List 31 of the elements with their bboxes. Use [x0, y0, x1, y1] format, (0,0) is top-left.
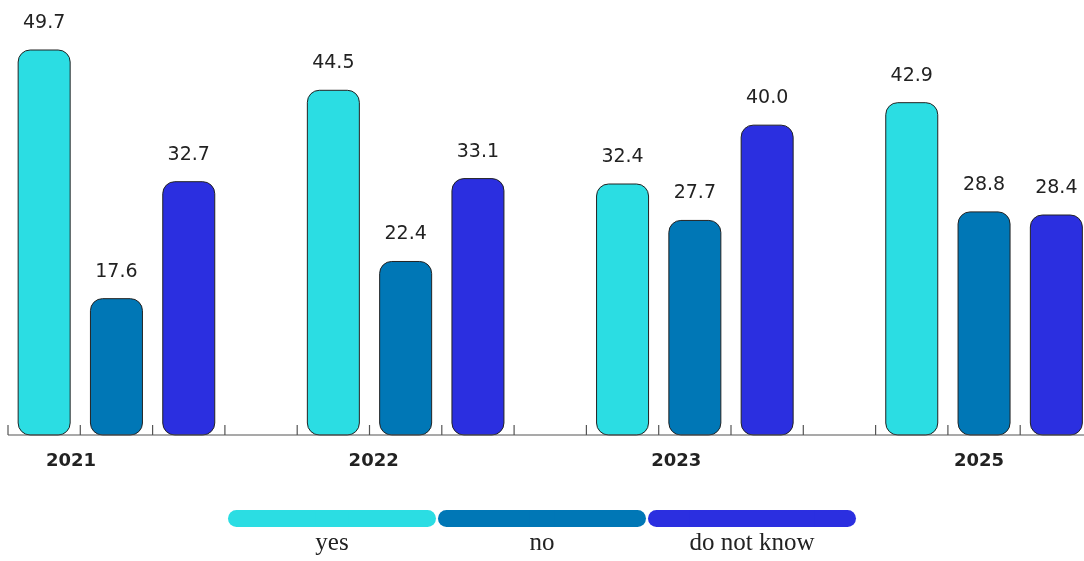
data-label: 22.4: [384, 221, 427, 244]
data-label: 28.8: [962, 171, 1006, 194]
data-label: 40.0: [745, 85, 789, 108]
data-label: 17.6: [95, 258, 138, 281]
bar: [596, 183, 650, 436]
bar: [451, 178, 505, 436]
bar: [957, 211, 1011, 436]
bar: [668, 219, 722, 436]
x-tick-label: 2023: [651, 449, 702, 470]
x-tick-label: 2022: [348, 449, 399, 470]
data-label: 33.1: [456, 138, 500, 161]
data-label: 49.7: [22, 10, 66, 32]
bar: [379, 260, 433, 436]
x-tick-label: 2025: [953, 449, 1005, 470]
legend-label: no: [529, 528, 555, 555]
bar: [885, 102, 939, 436]
bar: [162, 181, 216, 436]
data-label: 32.4: [601, 144, 644, 167]
data-label: 42.9: [890, 62, 933, 85]
legend-label: yes: [315, 528, 349, 555]
data-label: 44.5: [312, 50, 355, 73]
bar: [89, 298, 143, 436]
data-label: 28.4: [1035, 175, 1078, 197]
bar: [740, 124, 794, 436]
bar: [17, 49, 71, 436]
bar: [306, 89, 360, 436]
bar: [1029, 214, 1083, 436]
data-label: 32.7: [167, 141, 210, 164]
data-label: 27.7: [673, 180, 717, 203]
legend-label: do not know: [689, 528, 815, 555]
x-tick-label: 2021: [45, 449, 97, 470]
